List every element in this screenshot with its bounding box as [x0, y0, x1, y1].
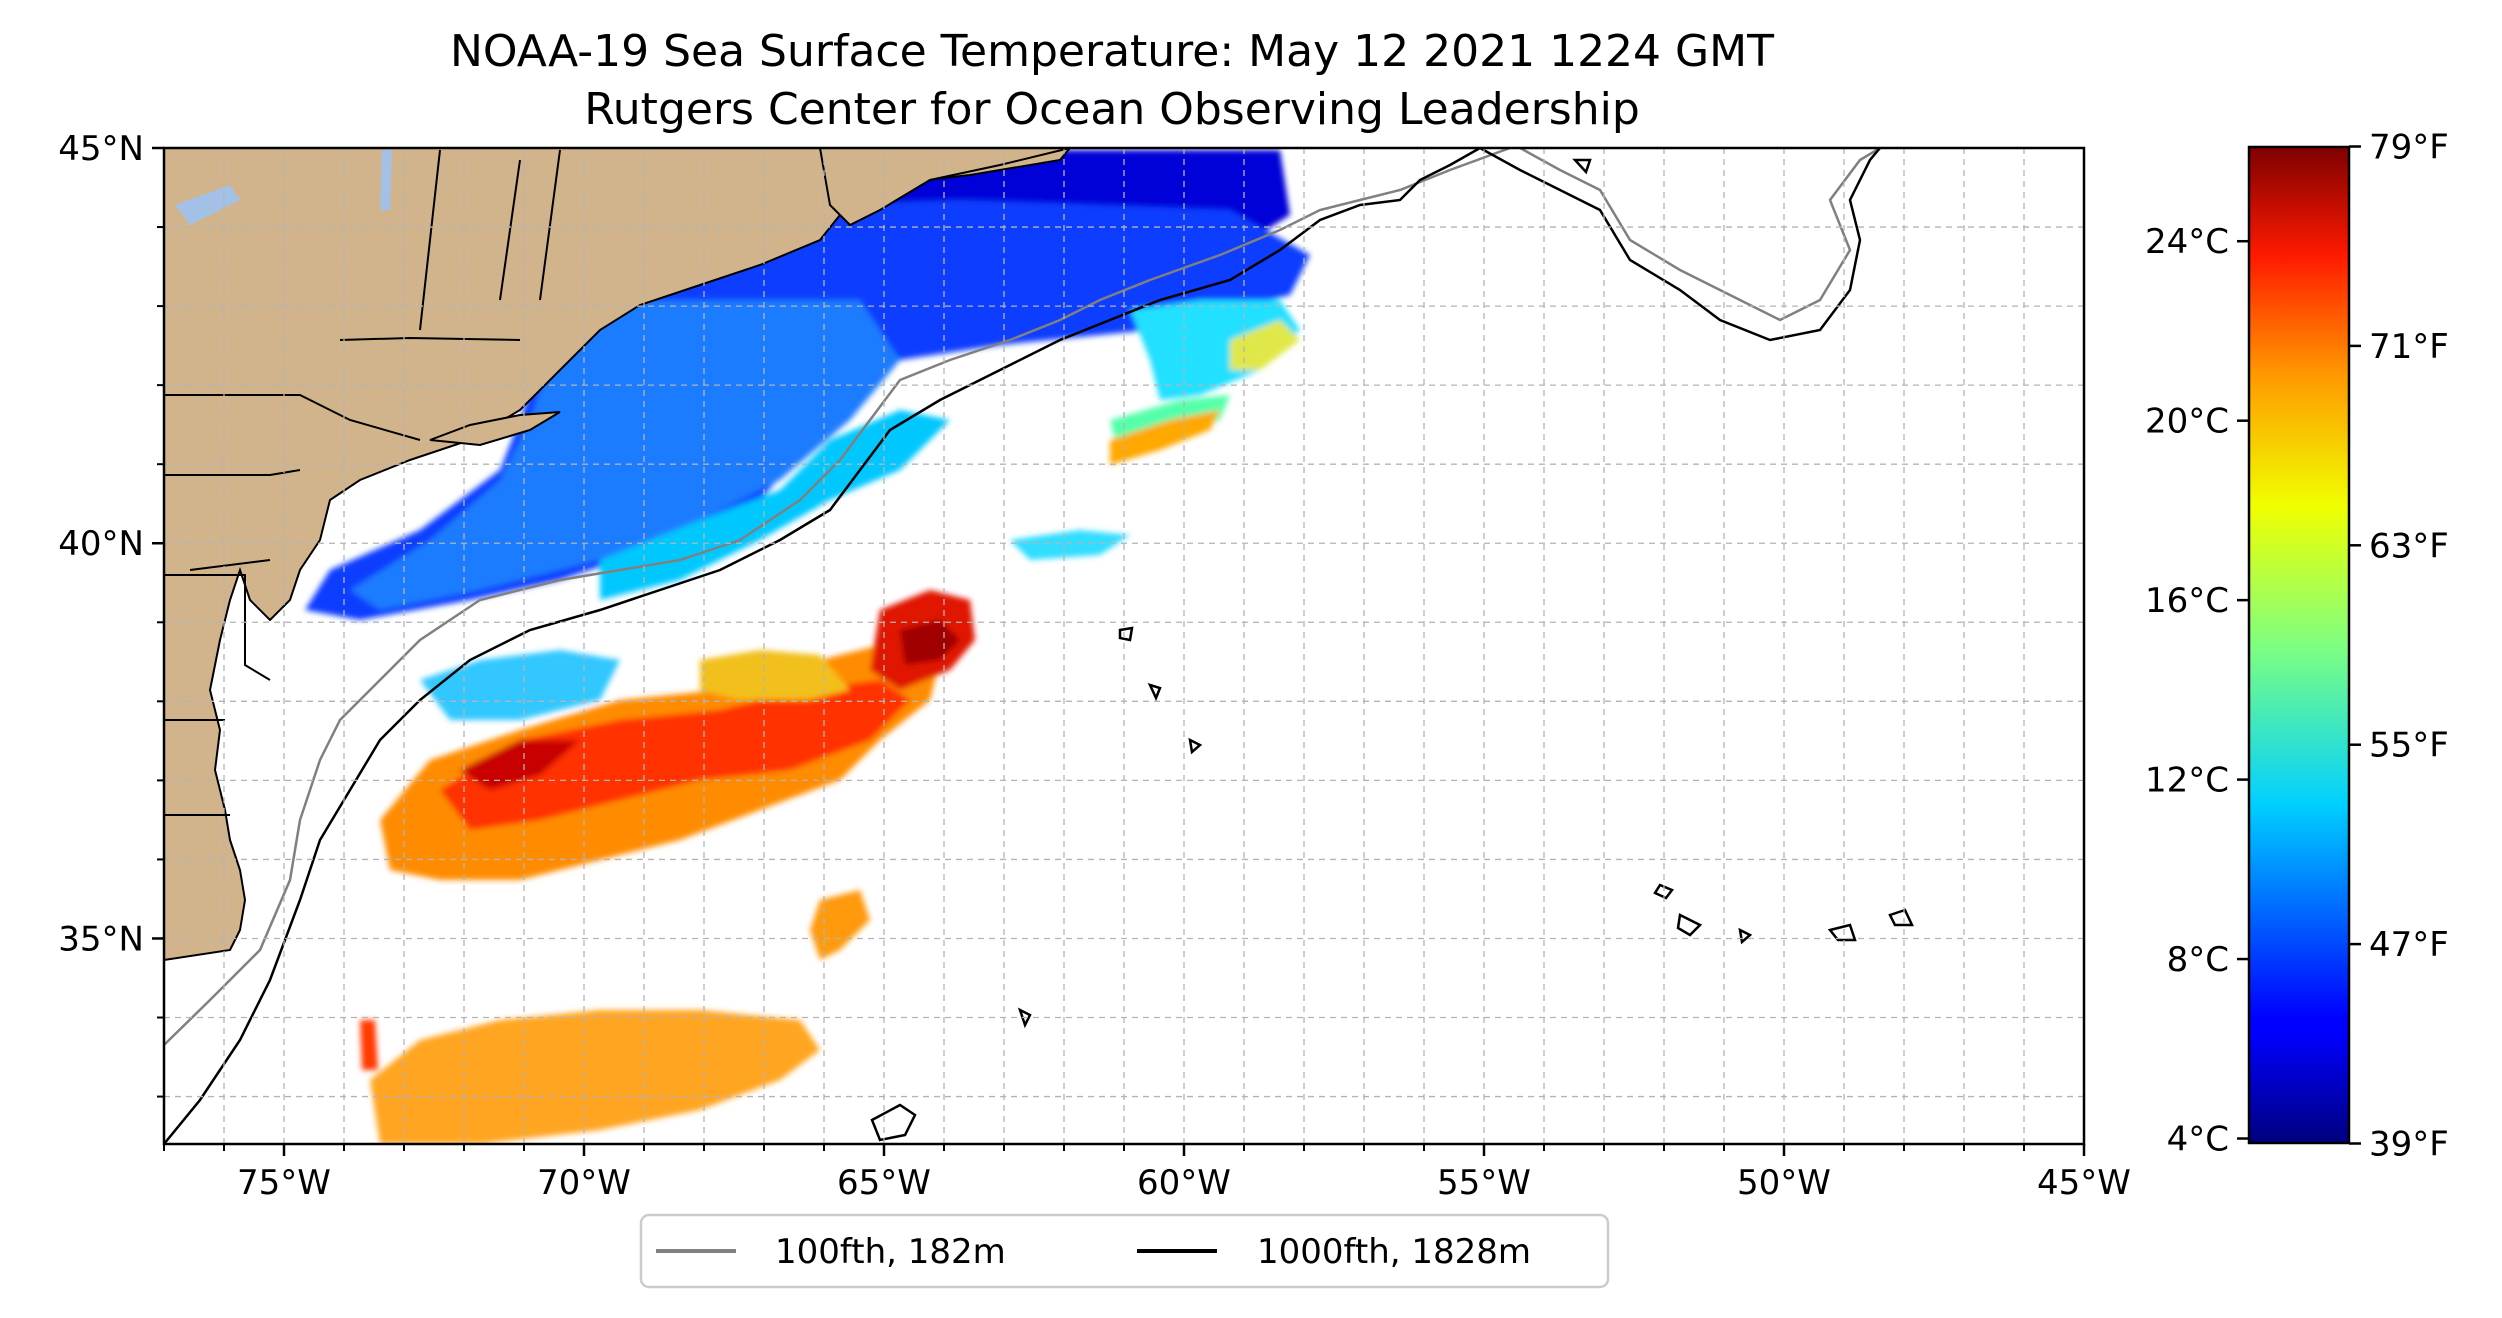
title-line-2: Rutgers Center for Ocean Observing Leade… — [584, 84, 1640, 135]
sst-georges-yellow — [1230, 320, 1300, 370]
lon-tick-label: 45°W — [2037, 1163, 2131, 1203]
seamount-1 — [870, 1103, 917, 1142]
legend-label-1000fth: 1000fth, 1828m — [1257, 1232, 1531, 1272]
bathymetry-1000fth — [164, 148, 1914, 1144]
colorbar-celsius-label: 16°C — [2145, 581, 2229, 621]
lon-tick-label: 55°W — [1437, 1163, 1531, 1203]
lat-axis: 45°N 40°N 35°N — [58, 129, 164, 1098]
seamount-4 — [1188, 737, 1203, 755]
sst-patch-orange — [1110, 410, 1220, 465]
legend-box — [639, 1213, 1610, 1289]
lon-tick-label: 70°W — [537, 1163, 631, 1203]
sst-warm-orange-mid — [810, 890, 870, 960]
colorbar-fahrenheit-label: 79°F — [2369, 128, 2449, 168]
seamount-7 — [1738, 927, 1753, 945]
colorbar-celsius-label: 24°C — [2145, 222, 2229, 262]
lon-tick-label: 65°W — [837, 1163, 931, 1203]
colorbar-fahrenheit-label: 71°F — [2369, 327, 2449, 367]
state-borders — [164, 149, 561, 816]
lon-tick-label: 75°W — [237, 1163, 331, 1203]
colorbar-fahrenheit-label: 39°F — [2369, 1124, 2449, 1164]
seamount-9 — [1888, 908, 1914, 927]
colorbar-celsius-axis: 24°C 20°C 16°C 12°C 8°C 4°C — [2145, 222, 2249, 1160]
seamount-8 — [1827, 923, 1857, 942]
lon-tick-label: 50°W — [1737, 1163, 1831, 1203]
land-north-america — [164, 148, 1072, 962]
sst-patch-cyan-2 — [1010, 530, 1130, 560]
map-panel — [164, 148, 2084, 1144]
sst-georges-cyan — [1130, 300, 1300, 400]
colorbar-celsius-label: 20°C — [2145, 402, 2229, 442]
seamount-5 — [1653, 883, 1674, 900]
colorbar-celsius-label: 12°C — [2145, 761, 2229, 801]
colorbar-fahrenheit-label: 63°F — [2369, 526, 2449, 566]
lon-tick-label: 60°W — [1137, 1163, 1231, 1203]
lon-axis: 75°W 70°W 65°W 60°W 55°W 50°W 45°W — [163, 1144, 2131, 1203]
colorbar-fahrenheit-label: 55°F — [2369, 726, 2449, 766]
sst-shelf-lightblue — [350, 300, 900, 610]
sst-warm-orange-south — [370, 1010, 820, 1144]
colorbar-celsius-label: 4°C — [2167, 1120, 2229, 1160]
lake-champlain — [380, 150, 392, 210]
gridlines — [164, 148, 2084, 1144]
lat-tick-label: 40°N — [58, 524, 144, 564]
title-line-1: NOAA-19 Sea Surface Temperature: May 12 … — [450, 26, 1774, 77]
legend-label-100fth: 100fth, 182m — [775, 1232, 1006, 1272]
lat-tick-label: 45°N — [58, 129, 144, 169]
sst-slope-cyan-south — [420, 650, 620, 720]
sst-ring-darkred — [900, 620, 960, 665]
colorbar-fahrenheit-label: 47°F — [2369, 925, 2449, 965]
sst-slope-cyan — [600, 410, 950, 600]
lat-tick-label: 35°N — [58, 919, 144, 959]
land-long-island — [429, 411, 561, 447]
sst-warm-red-small — [360, 1020, 378, 1070]
sst-gulfstream-darkred — [460, 740, 580, 790]
land-nova-scotia — [818, 148, 1071, 227]
seamount-3 — [1147, 683, 1162, 702]
sst-gulfstream-red — [440, 680, 910, 830]
seamount-2 — [1118, 626, 1134, 642]
colorbar-gradient — [2247, 145, 2351, 1145]
seamount-11 — [1572, 158, 1592, 175]
seamount-6 — [1676, 913, 1703, 937]
colorbar-celsius-label: 8°C — [2167, 940, 2229, 980]
legend: 100fth, 182m 1000fth, 1828m — [639, 1213, 1610, 1289]
sst-warm-yellow-west — [700, 650, 850, 700]
colorbar: 24°C 20°C 16°C 12°C 8°C 4°C 79°F 71°F 63°F 55°F 4… — [2145, 128, 2449, 1165]
colorbar-fahrenheit-axis: 79°F 71°F 63°F 55°F 47°F 39°F — [2349, 128, 2449, 1164]
